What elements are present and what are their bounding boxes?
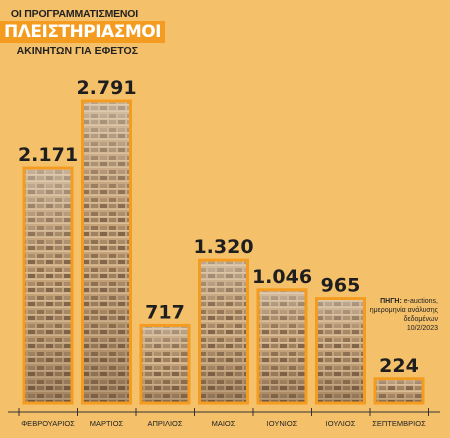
x-tick-label: ΑΠΡΙΛΙΟΣ	[147, 419, 182, 428]
bar-shade	[24, 168, 72, 403]
bar-7	[373, 377, 425, 405]
bar-2	[81, 99, 132, 405]
chart-title: ΟΙ ΠΡΟΓΡΑΜΜΑΤΙΣΜΕΝΟΙ ΠΛΕΙΣΤΗΡΙΑΣΜΟΙ ΑΚΙΝ…	[0, 8, 166, 57]
title-line-3: ΑΚΙΝΗΤΩΝ ΓΙΑ ΕΦΕΤΟΣ	[16, 45, 138, 57]
bar-shade	[258, 289, 306, 403]
value-label: 1.320	[193, 236, 253, 258]
bar-6	[315, 297, 366, 405]
source-label: ΠΗΓΗ:	[380, 298, 402, 305]
bar-4	[198, 258, 249, 405]
bar-shade	[141, 325, 189, 403]
value-label: 965	[321, 275, 361, 297]
bar-outline	[139, 323, 191, 405]
value-label: 224	[379, 355, 419, 377]
title-line-1: ΟΙ ΠΡΟΓΡΑΜΜΑΤΙΣΜΕΝΟΙ	[10, 8, 138, 20]
value-label: 1.046	[252, 266, 312, 288]
bar-outline	[256, 288, 308, 405]
bar-shade	[316, 298, 365, 403]
x-tick-label: ΜΑΡΤΙΟΣ	[90, 419, 124, 428]
x-tick-label: ΜΑΙΟΣ	[212, 419, 236, 428]
bar-1	[22, 166, 74, 405]
value-label: 2.791	[76, 77, 136, 99]
source-note: ΠΗΓΗ: e-auctions, ημερομηνία ανάλυσης δε…	[358, 297, 438, 333]
x-tick-label: ΙΟΥΝΙΟΣ	[267, 419, 298, 428]
bar-outline	[81, 99, 132, 405]
x-tick-label: ΙΟΥΛΙΟΣ	[326, 419, 356, 428]
bar-outline	[22, 166, 74, 405]
x-tick-label: ΦΕΒΡΟΥΑΡΙΟΣ	[21, 419, 75, 428]
x-tick-label: ΣΕΠΤΕΜΒΡΙΟΣ	[372, 419, 426, 428]
source-date: 10/2/2023	[406, 325, 438, 332]
bar-outline	[198, 258, 249, 405]
title-line-2: ΠΛΕΙΣΤΗΡΙΑΣΜΟΙ	[0, 21, 166, 43]
bar-3	[139, 323, 191, 405]
bar-shade	[82, 101, 131, 403]
bar-shade	[199, 260, 248, 403]
source-text: e-auctions, ημερομηνία ανάλυσης δεδομένω…	[369, 298, 438, 323]
value-label: 2.171	[18, 144, 78, 166]
bar-5	[256, 288, 308, 405]
value-label: 717	[145, 301, 185, 323]
bar-shade	[375, 378, 423, 403]
bar-outline	[373, 377, 425, 405]
bar-outline	[315, 297, 366, 405]
